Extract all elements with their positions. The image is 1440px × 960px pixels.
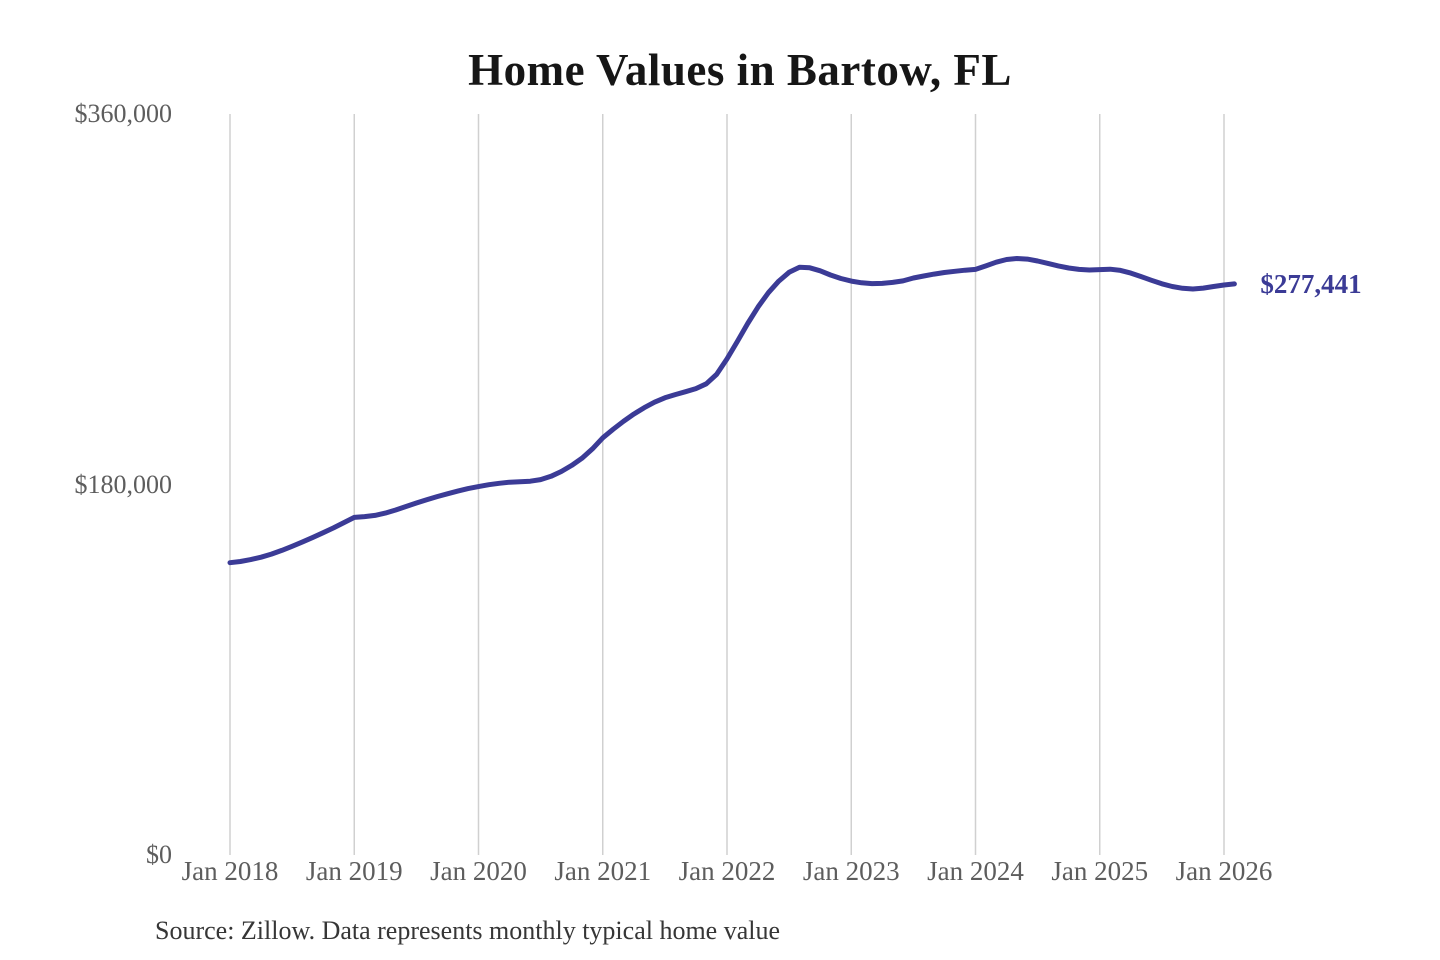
x-tick-label: Jan 2020 [430, 856, 527, 886]
source-note: Source: Zillow. Data represents monthly … [155, 916, 781, 945]
x-tick-label: Jan 2019 [305, 856, 403, 886]
x-tick-label: Jan 2026 [1175, 856, 1273, 886]
x-tick-label: Jan 2024 [927, 856, 1024, 886]
home-value-line [227, 256, 1237, 566]
y-tick-label: $360,000 [74, 99, 173, 128]
y-tick-label: $0 [146, 840, 172, 869]
x-tick-label: Jan 2018 [181, 856, 279, 886]
y-tick-label: $180,000 [74, 469, 173, 499]
x-tick-label: Jan 2023 [802, 856, 900, 886]
x-tick-label: Jan 2025 [1051, 856, 1149, 886]
x-tick-label: Jan 2022 [678, 856, 776, 886]
x-tick-label: Jan 2021 [554, 856, 652, 886]
current-value-label: $277,441 [1260, 268, 1362, 299]
chart-title: Home Values in Bartow, FL [468, 45, 1012, 95]
